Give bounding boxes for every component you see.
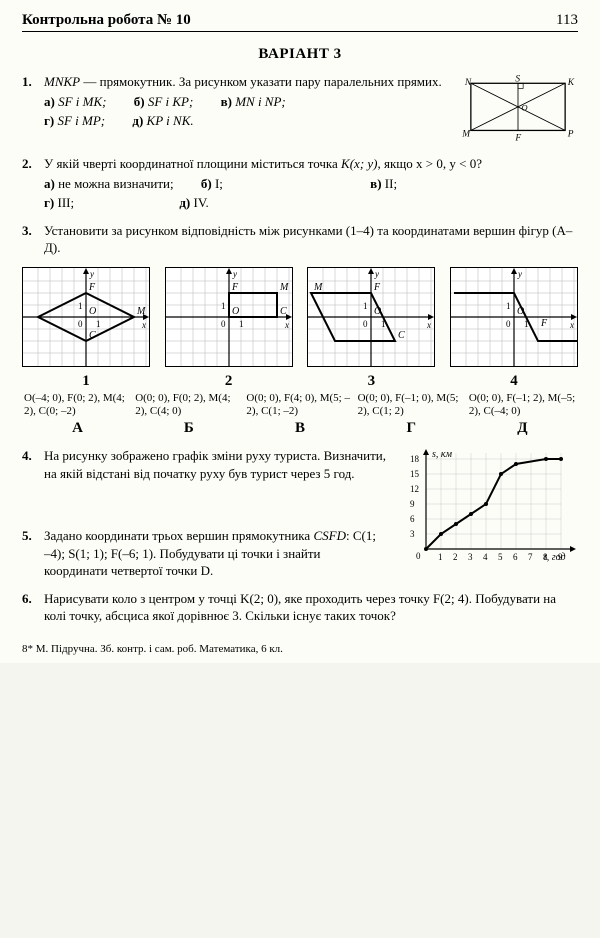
problem-text: Установити за рисунком відповідність між… bbox=[44, 222, 578, 257]
svg-text:4: 4 bbox=[483, 552, 488, 562]
svg-text:1: 1 bbox=[363, 301, 368, 311]
svg-text:M: M bbox=[279, 282, 289, 293]
svg-text:y: y bbox=[89, 269, 94, 279]
coords-d: O(0; 0), F(–1; 0), M(5; 2), C(1; 2) bbox=[356, 392, 467, 418]
coords-c: O(0; 0), F(4; 0), M(5; –2), C(1; –2) bbox=[244, 392, 355, 418]
svg-text:x: x bbox=[426, 320, 431, 330]
svg-text:O: O bbox=[89, 306, 96, 317]
svg-text:s, км: s, км bbox=[432, 449, 453, 460]
options-row-2: г) SF і MP; д) KP і NK. bbox=[44, 112, 452, 130]
svg-text:y: y bbox=[517, 269, 522, 279]
problem-number: 3. bbox=[22, 222, 44, 257]
options-row-1: а) не можна визначити; б) I; в) II; bbox=[44, 175, 578, 193]
svg-text:C: C bbox=[280, 306, 287, 317]
svg-text:S: S bbox=[515, 75, 520, 85]
page: Контрольна робота № 10 113 ВАРІАНТ 3 1. … bbox=[0, 0, 600, 663]
problem-number: 2. bbox=[22, 155, 44, 212]
problem-number: 1. bbox=[22, 73, 44, 145]
svg-text:18: 18 bbox=[410, 454, 420, 464]
problem-number: 6. bbox=[22, 590, 44, 625]
coords-b: O(0; 0), F(0; 2), M(4; 2), C(4; 0) bbox=[133, 392, 244, 418]
svg-text:6: 6 bbox=[513, 552, 518, 562]
svg-text:0: 0 bbox=[363, 319, 368, 329]
problem-text: У якій чверті координатної площини місти… bbox=[44, 155, 578, 212]
svg-text:x: x bbox=[569, 320, 574, 330]
svg-text:1: 1 bbox=[96, 319, 101, 329]
svg-text:5: 5 bbox=[498, 552, 503, 562]
svg-text:y: y bbox=[374, 269, 379, 279]
variant-title: ВАРІАНТ 3 bbox=[22, 46, 578, 63]
svg-text:3: 3 bbox=[410, 529, 415, 539]
svg-text:F: F bbox=[88, 282, 96, 293]
svg-text:1: 1 bbox=[239, 319, 244, 329]
svg-text:0: 0 bbox=[78, 319, 83, 329]
grid-4: xy011OFM bbox=[450, 267, 578, 367]
grid-numbers: 1 2 3 4 bbox=[22, 371, 578, 390]
problem-5: 5. Задано координати трьох вершин прямок… bbox=[22, 527, 382, 580]
problem-6: 6. Нарисувати коло з центром у точці K(2… bbox=[22, 590, 578, 625]
svg-text:1: 1 bbox=[506, 301, 511, 311]
svg-text:K: K bbox=[567, 78, 575, 88]
svg-text:t, год: t, год bbox=[544, 552, 566, 563]
problem-1: 1. MNKP — прямокутник. За рисунком указа… bbox=[22, 73, 578, 145]
problem-text: Задано координати трьох вершин прямокутн… bbox=[44, 527, 382, 580]
svg-text:15: 15 bbox=[410, 469, 420, 479]
svg-text:6: 6 bbox=[410, 514, 415, 524]
svg-text:0: 0 bbox=[416, 551, 421, 561]
grid-2: x y 0 1 1O F M C bbox=[165, 267, 293, 367]
svg-text:C: C bbox=[398, 330, 405, 341]
coords-e: O(0; 0), F(–1; 2), M(–5; 2), C(–4; 0) bbox=[467, 392, 578, 418]
svg-text:C: C bbox=[89, 330, 96, 341]
problem-number: 5. bbox=[22, 527, 44, 580]
problem-3: 3. Установити за рисунком відповідність … bbox=[22, 222, 578, 257]
svg-text:F: F bbox=[231, 282, 239, 293]
svg-text:2: 2 bbox=[453, 552, 458, 562]
svg-text:M: M bbox=[136, 306, 146, 317]
svg-text:F: F bbox=[514, 134, 521, 144]
grid-1: x y 0 1 1O F M C bbox=[22, 267, 150, 367]
svg-text:7: 7 bbox=[528, 552, 533, 562]
coords-row: O(–4; 0), F(0; 2), M(4; 2), C(0; –2) O(0… bbox=[22, 392, 578, 418]
coords-a: O(–4; 0), F(0; 2), M(4; 2), C(0; –2) bbox=[22, 392, 133, 418]
svg-text:O: O bbox=[521, 103, 527, 113]
svg-text:M: M bbox=[461, 129, 471, 139]
svg-text:O: O bbox=[517, 306, 524, 317]
svg-text:y: y bbox=[232, 269, 237, 279]
svg-text:x: x bbox=[284, 320, 289, 330]
grids-row: xy011OFMC xy011OFMC xy011MFOC xy011OFM bbox=[22, 267, 578, 367]
problem-2: 2. У якій чверті координатної площини мі… bbox=[22, 155, 578, 212]
mnkp: MNKP bbox=[44, 74, 80, 89]
svg-text:1: 1 bbox=[221, 301, 226, 311]
problem-text: MNKP — прямокутник. За рисунком указати … bbox=[44, 73, 452, 145]
svg-text:M: M bbox=[313, 282, 323, 293]
svg-text:N: N bbox=[464, 78, 472, 88]
svg-text:F: F bbox=[373, 282, 381, 293]
svg-text:1: 1 bbox=[438, 552, 443, 562]
page-header: Контрольна робота № 10 113 bbox=[22, 12, 578, 32]
problem-text: Нарисувати коло з центром у точці K(2; 0… bbox=[44, 590, 578, 625]
letters-row: А Б В Г Д bbox=[22, 420, 578, 437]
options-row-2: г) III; д) IV. bbox=[44, 194, 578, 212]
svg-text:1: 1 bbox=[78, 301, 83, 311]
svg-text:3: 3 bbox=[468, 552, 473, 562]
grid-3: xy011MFOC bbox=[307, 267, 435, 367]
svg-text:O: O bbox=[232, 306, 239, 317]
page-number: 113 bbox=[556, 12, 578, 29]
svg-text:0: 0 bbox=[221, 319, 226, 329]
tourist-chart: 123456789369121518s, кмt, год0 bbox=[398, 447, 578, 567]
options-row-1: а) SF і MK; б) SF і KP; в) MN і NP; bbox=[44, 93, 452, 111]
svg-text:P: P bbox=[567, 129, 574, 139]
footer: 8* М. Підручна. Зб. контр. і сам. роб. М… bbox=[22, 643, 578, 655]
svg-text:x: x bbox=[141, 320, 146, 330]
header-title: Контрольна робота № 10 bbox=[22, 12, 191, 29]
svg-text:O: O bbox=[374, 306, 381, 317]
rectangle-figure: N S K M F P O bbox=[458, 73, 578, 145]
svg-text:F: F bbox=[540, 318, 548, 329]
svg-text:0: 0 bbox=[506, 319, 511, 329]
svg-text:9: 9 bbox=[410, 499, 415, 509]
svg-text:12: 12 bbox=[410, 484, 419, 494]
